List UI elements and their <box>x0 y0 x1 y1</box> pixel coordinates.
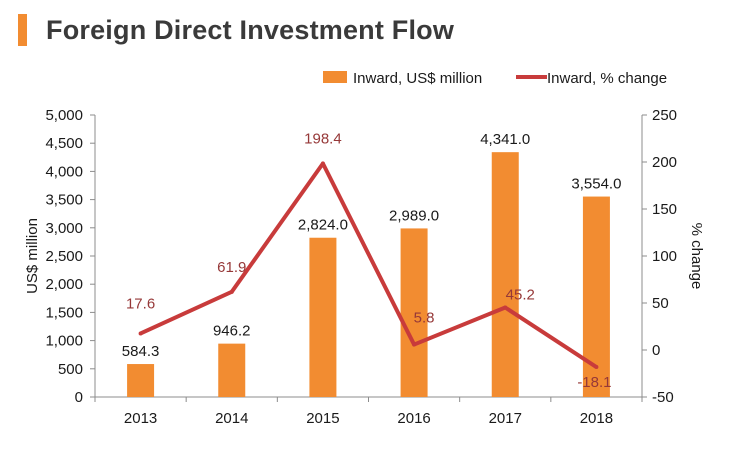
y-tick-label: 3,000 <box>45 220 83 237</box>
legend-bar-swatch <box>323 71 347 83</box>
y2-axis-title: % change <box>688 223 705 290</box>
y-tick-label: 500 <box>58 361 83 378</box>
pct-change-point <box>229 289 234 294</box>
y-tick-label: 2,500 <box>45 248 83 265</box>
y-tick-label: 4,000 <box>45 163 83 180</box>
legend: Inward, US$ million Inward, % change <box>323 70 667 87</box>
line-series <box>138 161 599 370</box>
bar-2014 <box>218 343 246 397</box>
line-value-label: 5.8 <box>414 310 435 327</box>
x-tick-label: 2017 <box>489 410 522 427</box>
axes: 05001,0001,5002,0002,5003,0003,5004,0004… <box>45 107 677 427</box>
line-value-label: 45.2 <box>506 287 535 304</box>
chart-title: Foreign Direct Investment Flow <box>46 15 455 45</box>
y-tick-label: 1,000 <box>45 333 83 350</box>
bar-value-label: 3,554.0 <box>571 176 621 193</box>
x-tick-label: 2014 <box>215 410 248 427</box>
line-value-label: -18.1 <box>577 374 611 391</box>
legend-line-label: Inward, % change <box>547 70 667 87</box>
bar-2017 <box>491 152 519 397</box>
pct-change-point <box>138 331 143 336</box>
title-accent-bar <box>18 14 27 46</box>
bar-2015 <box>309 237 337 397</box>
y-tick-label: 1,500 <box>45 304 83 321</box>
bar-value-label: 4,341.0 <box>480 131 530 148</box>
pct-change-point <box>320 161 325 166</box>
y2-tick-label: 200 <box>652 154 677 171</box>
pct-change-point <box>412 342 417 347</box>
bar-value-label: 584.3 <box>122 343 160 360</box>
y-tick-label: 3,500 <box>45 192 83 209</box>
y-tick-label: 2,000 <box>45 276 83 293</box>
y2-tick-label: 150 <box>652 201 677 218</box>
bar-2013 <box>127 364 155 397</box>
y2-tick-label: 250 <box>652 107 677 124</box>
x-tick-label: 2016 <box>397 410 430 427</box>
bar-value-label: 946.2 <box>213 323 251 340</box>
line-value-label: 198.4 <box>304 131 342 148</box>
x-tick-label: 2015 <box>306 410 339 427</box>
x-tick-label: 2013 <box>124 410 157 427</box>
y-tick-label: 4,500 <box>45 135 83 152</box>
y2-tick-label: 0 <box>652 342 660 359</box>
bar-value-label: 2,824.0 <box>298 217 348 234</box>
pct-change-line <box>139 161 598 369</box>
data-labels: 584.3 946.2 2,824.0 2,989.0 4,341.0 3,554.0 17… <box>122 131 622 392</box>
y-axis-title: US$ million <box>24 218 41 294</box>
y2-tick-label: 100 <box>652 248 677 265</box>
pct-change-point <box>503 305 508 310</box>
bar-value-label: 2,989.0 <box>389 207 439 224</box>
line-value-label: 17.6 <box>126 295 155 312</box>
bar-2018 <box>582 196 610 397</box>
bars <box>127 152 610 397</box>
y-tick-label: 0 <box>75 389 83 406</box>
legend-bar-label: Inward, US$ million <box>353 70 482 87</box>
bar-2016 <box>400 228 428 397</box>
line-value-label: 61.9 <box>217 259 246 276</box>
x-tick-label: 2018 <box>580 410 613 427</box>
pct-change-point <box>594 365 599 370</box>
y2-tick-label: -50 <box>652 389 674 406</box>
y2-tick-label: 50 <box>652 295 669 312</box>
y-tick-label: 5,000 <box>45 107 83 124</box>
